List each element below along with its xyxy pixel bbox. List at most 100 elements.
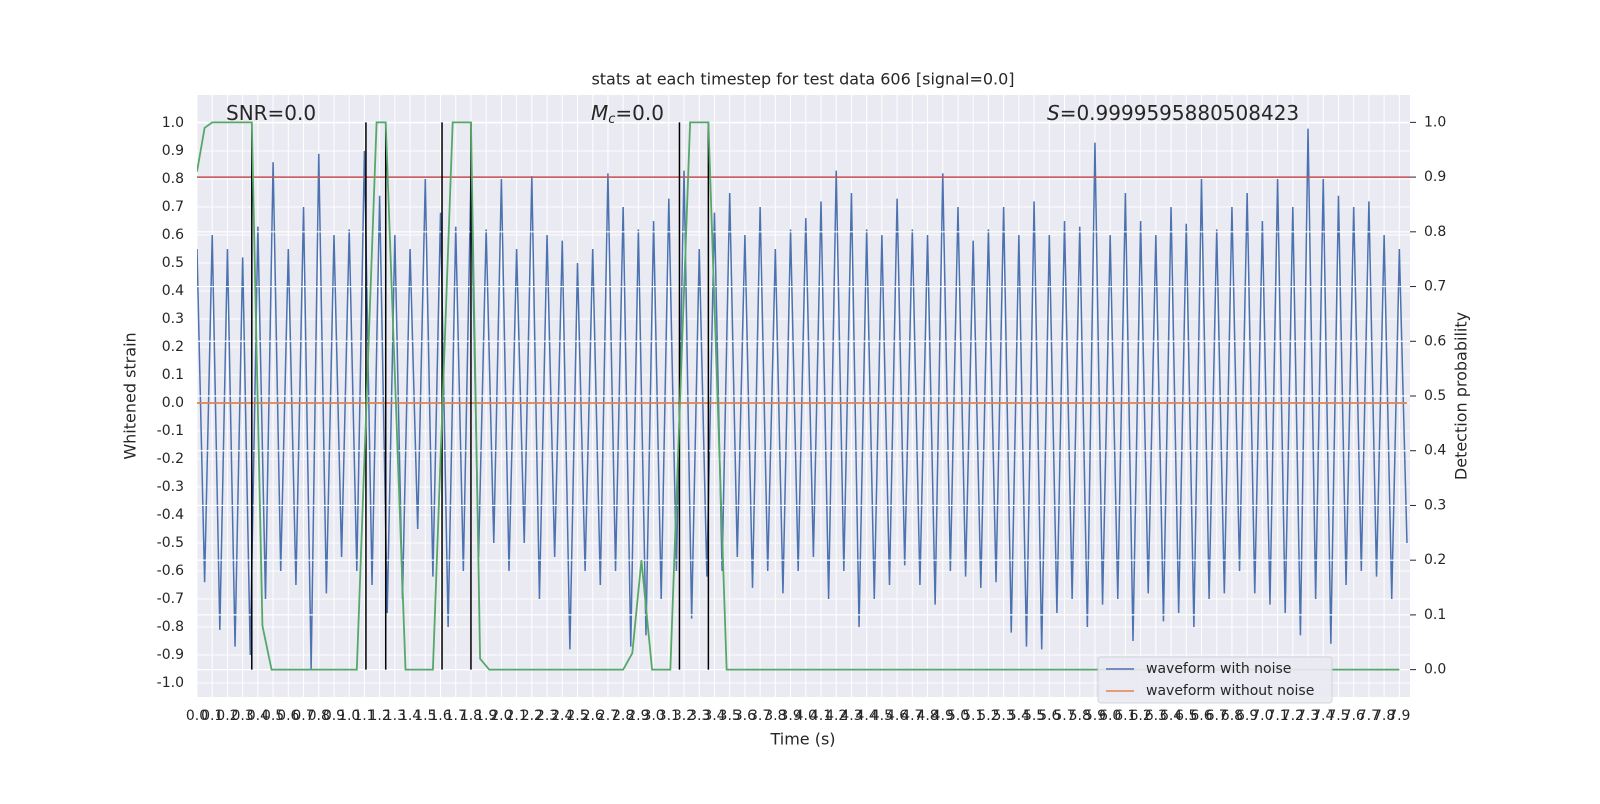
x-tick-label: 3.4 — [703, 708, 725, 724]
x-tick-label: 5.7 — [1053, 708, 1075, 724]
y-tick-label: 0.4 — [162, 283, 184, 299]
chart-title: stats at each timestep for test data 606… — [591, 70, 1014, 89]
annotation: S=0.9999595880508423 — [1047, 101, 1299, 125]
annotation-part: SNR=0.0 — [226, 101, 316, 125]
y-tick-label: 0.6 — [162, 227, 184, 243]
y-tick-label: 0.5 — [162, 255, 184, 271]
x-tick-label: 3.8 — [764, 708, 786, 724]
annotation-part: S — [1047, 101, 1060, 125]
x-tick-label: 7.3 — [1297, 708, 1319, 724]
y-tick-label: 0.7 — [162, 199, 184, 215]
x-tick-label: 4.5 — [871, 708, 893, 724]
x-tick-label: 4.8 — [916, 708, 938, 724]
x-tick-label: 1.9 — [475, 708, 497, 724]
y-tick-label: -1.0 — [157, 675, 184, 691]
detection-line — [197, 121, 1400, 671]
y-tick-label: 1.0 — [162, 115, 184, 131]
x-tick-label: 2.9 — [627, 708, 649, 724]
y-tick-label: -0.3 — [157, 479, 184, 495]
x-tick-label: 2.8 — [612, 708, 634, 724]
x-tick-label: 2.3 — [536, 708, 558, 724]
x-tick-label: 1.2 — [369, 708, 391, 724]
x-tick-label: 4.7 — [901, 708, 923, 724]
waveform-line — [197, 128, 1408, 670]
y-tick-label: -0.7 — [157, 591, 184, 607]
x-tick-label: 0.4 — [247, 708, 269, 724]
x-tick-label: 5.0 — [947, 708, 969, 724]
y2-axis-label: Detection probability — [1452, 312, 1471, 480]
x-tick-label: 5.4 — [1008, 708, 1030, 724]
x-tick-label: 6.4 — [1160, 708, 1182, 724]
x-tick-label: 0.0 — [186, 708, 208, 724]
x-tick-label: 4.3 — [840, 708, 862, 724]
x-tick-label: 6.7 — [1206, 708, 1228, 724]
y-tick-label: -0.5 — [157, 535, 184, 551]
y-tick-label: -0.6 — [157, 563, 184, 579]
y2-tick-label: 0.7 — [1424, 279, 1446, 295]
x-tick-label: 6.8 — [1221, 708, 1243, 724]
y2-tick-label: 0.2 — [1424, 552, 1446, 568]
x-tick-label: 2.4 — [551, 708, 573, 724]
y-tick-label: 0.0 — [162, 395, 184, 411]
x-tick-label: 4.1 — [810, 708, 832, 724]
x-tick-label: 4.4 — [856, 708, 878, 724]
x-tick-label: 1.3 — [384, 708, 406, 724]
y2-tick-label: 0.9 — [1424, 169, 1446, 185]
y-tick-label: -0.8 — [157, 619, 184, 635]
x-tick-label: 5.1 — [962, 708, 984, 724]
x-tick-label: 4.6 — [886, 708, 908, 724]
y-tick-label: 0.9 — [162, 143, 184, 159]
annotation: SNR=0.0 — [226, 101, 316, 125]
x-tick-label: 4.0 — [795, 708, 817, 724]
annotation-part: =0.9999595880508423 — [1060, 101, 1299, 125]
x-tick-label: 3.2 — [673, 708, 695, 724]
x-tick-label: 6.2 — [1129, 708, 1151, 724]
x-tick-label: 1.4 — [399, 708, 421, 724]
x-tick-label: 1.0 — [338, 708, 360, 724]
y-tick-label: -0.1 — [157, 423, 184, 439]
x-tick-label: 0.2 — [216, 708, 238, 724]
x-tick-label: 6.0 — [1099, 708, 1121, 724]
legend-label: waveform without noise — [1146, 683, 1314, 699]
x-tick-label: 5.6 — [1038, 708, 1060, 724]
x-tick-label: 2.7 — [597, 708, 619, 724]
plot-area — [197, 121, 1410, 671]
x-tick-label: 2.5 — [566, 708, 588, 724]
x-tick-label: 5.8 — [1069, 708, 1091, 724]
x-tick-label: 7.7 — [1358, 708, 1380, 724]
y2-tick-label: 0.4 — [1424, 443, 1446, 459]
x-tick-label: 3.5 — [719, 708, 741, 724]
legend-box — [1097, 656, 1333, 704]
x-tick-label: 3.6 — [734, 708, 756, 724]
x-tick-label: 0.9 — [323, 708, 345, 724]
y-axis-label: Whitened strain — [121, 332, 140, 459]
x-tick-label: 1.6 — [429, 708, 451, 724]
x-tick-label: 7.0 — [1251, 708, 1273, 724]
annotation-part: =0.0 — [615, 101, 664, 125]
x-axis-label: Time (s) — [769, 730, 835, 749]
x-tick-label: 5.2 — [977, 708, 999, 724]
x-tick-label: 5.3 — [993, 708, 1015, 724]
x-tick-label: 7.1 — [1266, 708, 1288, 724]
x-tick-label: 0.3 — [232, 708, 254, 724]
y2-tick-label: 1.0 — [1424, 114, 1446, 130]
x-tick-label: 6.9 — [1236, 708, 1258, 724]
x-tick-label: 1.8 — [460, 708, 482, 724]
y-tick-label: 0.3 — [162, 311, 184, 327]
x-tick-label: 7.4 — [1312, 708, 1334, 724]
x-tick-label: 7.8 — [1373, 708, 1395, 724]
y2-tick-label: 0.8 — [1424, 224, 1446, 240]
x-tick-label: 0.6 — [277, 708, 299, 724]
y-tick-label: -0.2 — [157, 451, 184, 467]
y2-tick-label: 0.5 — [1424, 388, 1446, 404]
x-tick-label: 1.5 — [414, 708, 436, 724]
x-tick-label: 3.1 — [658, 708, 680, 724]
annotation-part: c — [608, 112, 615, 127]
y2-tick-label: 0.6 — [1424, 333, 1446, 349]
x-tick-label: 2.1 — [505, 708, 527, 724]
x-tick-label: 4.9 — [932, 708, 954, 724]
x-tick-label: 7.6 — [1343, 708, 1365, 724]
x-tick-label: 0.5 — [262, 708, 284, 724]
x-tick-label: 2.6 — [582, 708, 604, 724]
